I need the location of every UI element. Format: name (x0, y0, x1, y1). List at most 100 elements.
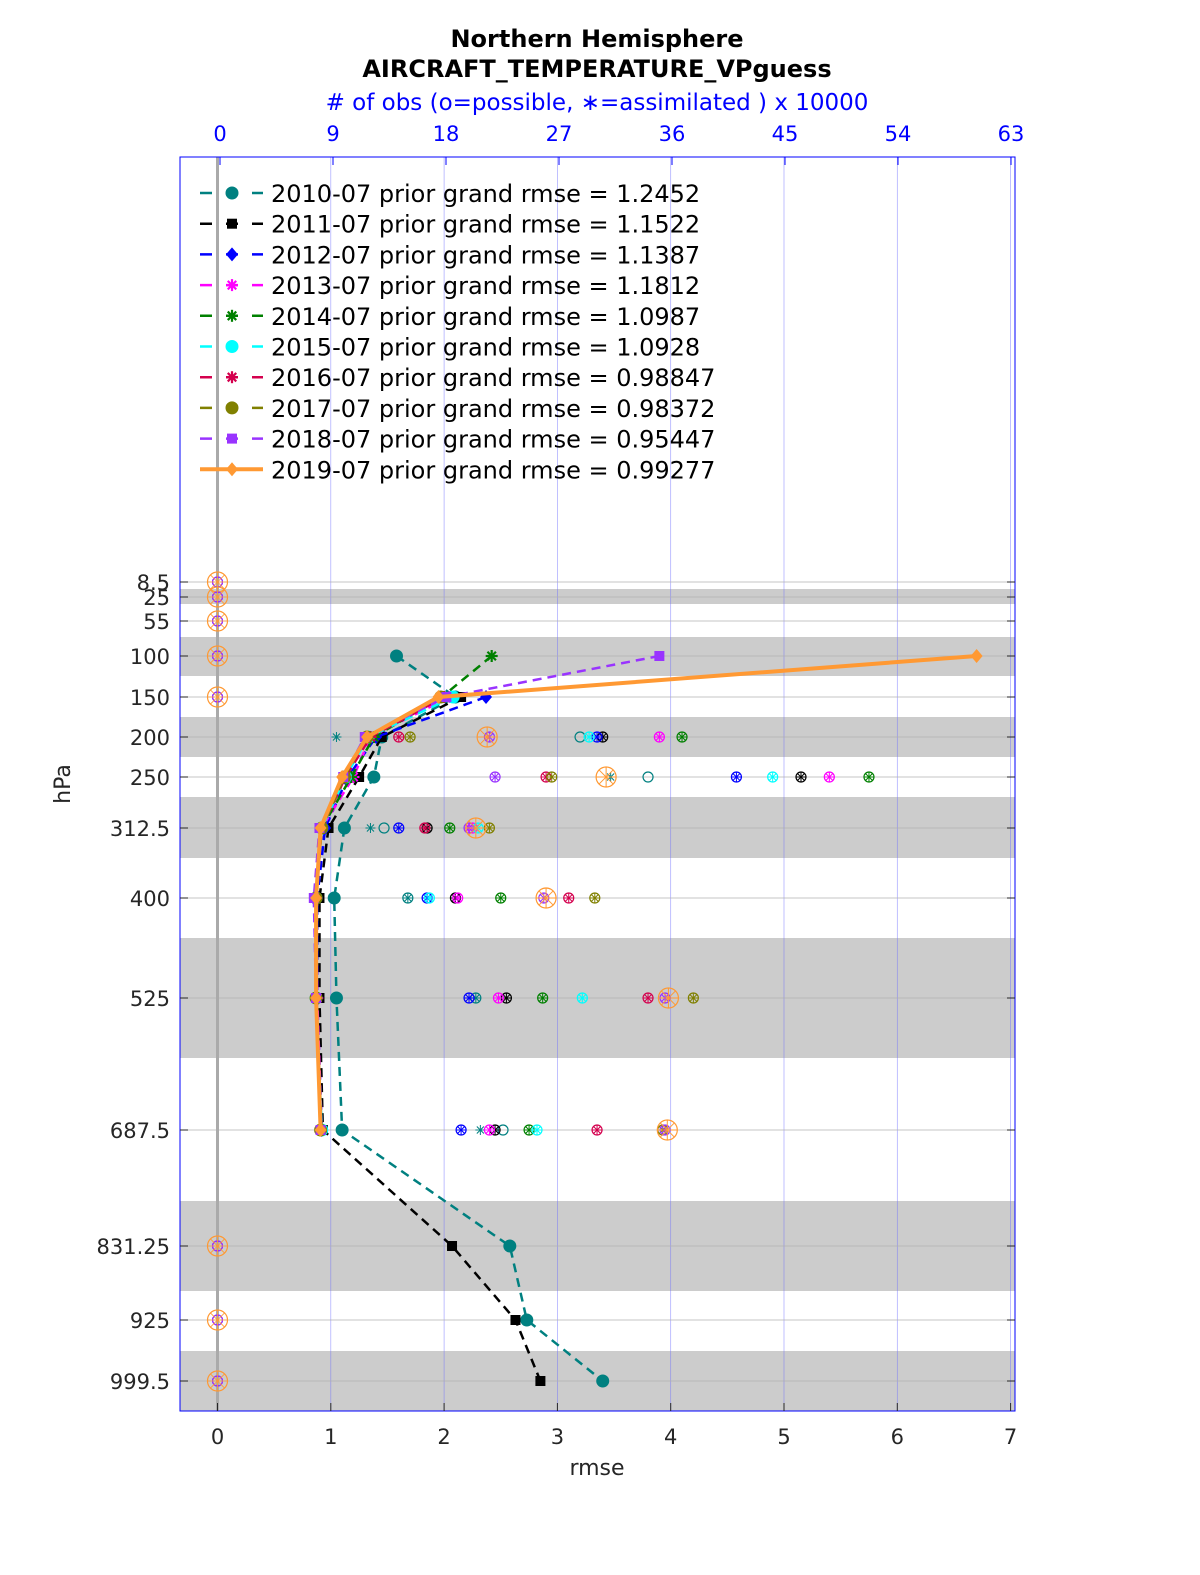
obs-zero-asterisk (207, 611, 228, 631)
legend-label: 2011-07 prior grand rmse = 1.1522 (271, 211, 700, 239)
obs-assimilated-marker (444, 823, 455, 833)
obs-assimilated-marker (452, 893, 463, 903)
legend-marker (225, 186, 239, 200)
x-tick-label: 3 (551, 1425, 564, 1449)
asterisk-arm (564, 894, 573, 902)
legend-marker (226, 371, 238, 384)
obs-assimilated-marker (537, 993, 548, 1003)
asterisk-arm (332, 733, 341, 741)
top-tick-label: 18 (433, 122, 460, 146)
obs-assimilated-marker (596, 767, 617, 787)
data-point (314, 821, 327, 835)
asterisk-arm (593, 733, 601, 741)
y-tick-label: 400 (130, 887, 170, 911)
obs-assimilated-marker (589, 893, 600, 903)
obs-assimilated-marker (532, 1125, 543, 1135)
asterisk-arm (394, 733, 403, 741)
x-tick-label: 6 (891, 1425, 904, 1449)
series-line (314, 695, 454, 1131)
star-arm (226, 310, 238, 321)
y-tick-label: 200 (130, 726, 170, 750)
asterisk-arm (525, 1126, 533, 1134)
asterisk-arm (491, 1126, 499, 1134)
data-point (336, 770, 349, 784)
data-point (310, 991, 323, 1005)
obs-assimilated-marker (456, 1125, 467, 1135)
obs-assimilated-marker (643, 993, 654, 1003)
top-tick-label: 63 (998, 122, 1025, 146)
obs-zero-asterisk (207, 1310, 228, 1330)
top-axis-ticks: 0 9 18 27 36 45 54 63 (213, 122, 1024, 165)
asterisk-arm (533, 1126, 541, 1134)
star-arm (226, 280, 238, 291)
legend-label: 2012-07 prior grand rmse = 1.1387 (271, 241, 700, 269)
obs-assimilated-marker (536, 888, 557, 908)
top-tick-label: 36 (659, 122, 686, 146)
obs-assimilated-marker (546, 772, 557, 782)
level-band (180, 637, 1015, 676)
series-line (314, 695, 445, 1131)
x-axis-ticks: 0 1 2 3 4 5 6 7 (211, 1403, 1017, 1449)
plot-area-frame (179, 156, 1016, 1412)
top-tick-label: 9 (326, 122, 339, 146)
asterisk-arm (210, 1312, 225, 1328)
data-point (310, 891, 323, 905)
asterisk-arm (394, 824, 403, 832)
obs-assimilated-marker (464, 993, 475, 1003)
asterisk-arm (768, 773, 777, 781)
data-point (367, 770, 381, 784)
obs-possible-marker (642, 771, 654, 783)
asterisk-arm (590, 894, 599, 902)
legend-label: 2010-07 prior grand rmse = 1.2452 (271, 180, 700, 208)
data-point (327, 891, 341, 905)
obs-assimilated-marker (767, 772, 778, 782)
y-tick-label: 100 (130, 645, 170, 669)
data-point (361, 730, 374, 744)
y-tick-label: 55 (143, 610, 170, 634)
y-tick-label: 250 (130, 766, 170, 790)
asterisk-arm (210, 589, 225, 605)
asterisk-arm (593, 1126, 601, 1134)
asterisk-arm (538, 890, 554, 906)
obs-assimilated-marker (365, 823, 376, 833)
legend-marker (225, 401, 239, 415)
y-tick-label: 687.5 (110, 1119, 170, 1143)
obs-assimilated-marker (688, 993, 699, 1003)
data-point (390, 649, 404, 663)
asterisk-arm (661, 990, 676, 1006)
asterisk-arm (689, 994, 698, 1002)
obs-assimilated-marker (475, 1125, 486, 1135)
asterisk-arm (479, 729, 495, 745)
y-tick-label: 25 (143, 586, 170, 610)
asterisk-arm (465, 994, 473, 1002)
series-2019-07 (310, 649, 983, 1137)
obs-assimilated-marker (477, 727, 498, 747)
data-point (654, 651, 665, 661)
star-arm (226, 372, 238, 383)
data-point (510, 1315, 521, 1325)
obs-assimilated-marker (584, 732, 595, 742)
asterisk-arm (678, 733, 686, 741)
asterisk-arm (659, 1122, 675, 1138)
x-tick-label: 2 (437, 1425, 450, 1449)
data-point (335, 1123, 349, 1137)
asterisk-arm (542, 773, 550, 781)
obs-assimilated-marker (592, 1125, 603, 1135)
obs-assimilated-marker (863, 772, 874, 782)
obs-zero-asterisk (207, 687, 228, 707)
obs-assimilated-marker (577, 993, 588, 1003)
asterisk-arm (210, 1238, 225, 1254)
obs-assimilated-marker (657, 1120, 678, 1140)
asterisk-arm (598, 733, 607, 741)
x-axis-label: rmse (569, 1456, 624, 1481)
top-tick-label: 54 (885, 122, 912, 146)
y-tick-label: 999.5 (110, 1370, 170, 1394)
asterisk-arm (598, 769, 614, 785)
y-tick-label: 831.25 (97, 1235, 170, 1259)
data-point (329, 991, 343, 1005)
data-point (970, 649, 983, 663)
x-tick-label: 7 (1004, 1425, 1017, 1449)
x-tick-label: 0 (211, 1425, 224, 1449)
obs-assimilated-marker (331, 732, 342, 742)
asterisk-arm (578, 994, 587, 1002)
